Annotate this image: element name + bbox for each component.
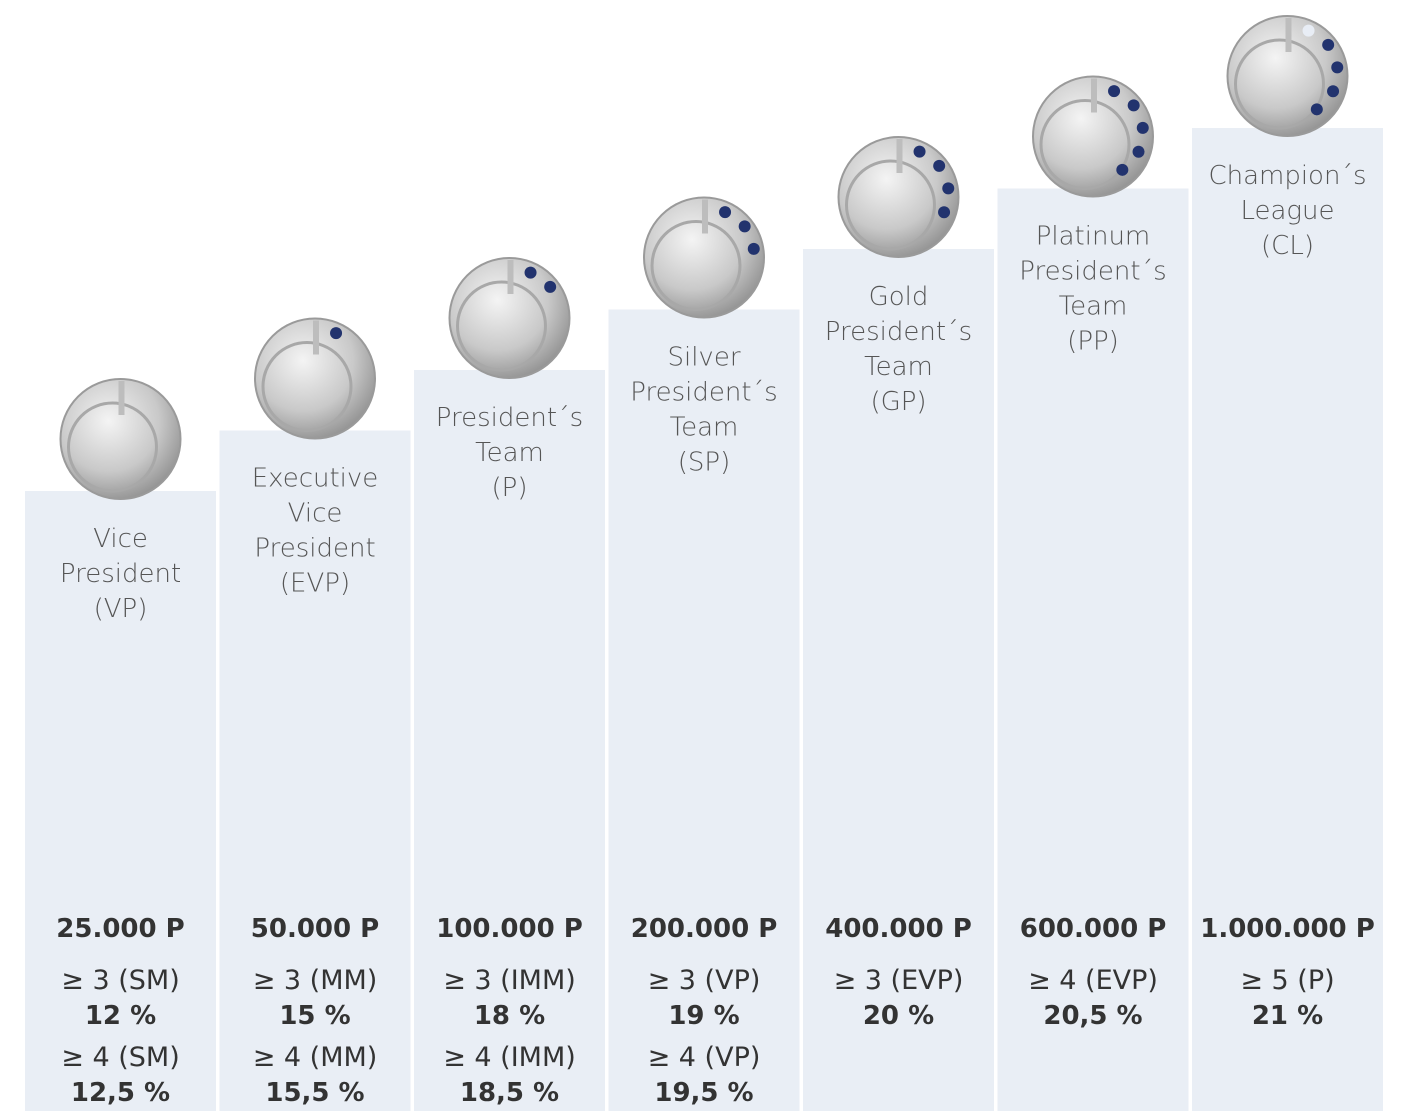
level-name: Champion´s (1208, 161, 1366, 191)
pin-stone (1133, 146, 1145, 158)
level-name: Team (670, 413, 739, 443)
requirement-percent: 15 % (279, 1001, 350, 1031)
level-name: (SP) (678, 448, 730, 478)
pin-stone (1303, 25, 1315, 37)
requirement-percent: 18 % (474, 1001, 545, 1031)
level-points: 1.000.000 P (1200, 914, 1375, 944)
level-points: 600.000 P (1020, 914, 1167, 944)
requirement-condition: ≥ 5 (P) (1240, 965, 1334, 996)
requirement-condition: ≥ 4 (IMM) (443, 1042, 576, 1073)
level-name: (VP) (94, 594, 148, 624)
level-name: Vice (288, 499, 343, 529)
pin-notch (1286, 18, 1292, 52)
pin-stone (739, 220, 751, 232)
level-name: President´s (1019, 257, 1166, 287)
level-name: Vice (93, 524, 148, 554)
level-name: Silver (667, 343, 740, 373)
pin-stone (914, 146, 926, 158)
requirement-percent: 15,5 % (265, 1078, 364, 1108)
requirement-condition: ≥ 3 (SM) (61, 965, 179, 996)
pin-stone (933, 160, 945, 172)
requirement-percent: 12,5 % (71, 1078, 170, 1108)
level-name: Platinum (1036, 222, 1151, 252)
level-name: Team (1059, 292, 1128, 322)
pin-stone (330, 327, 342, 339)
pin-stone (525, 267, 537, 279)
requirement-condition: ≥ 3 (MM) (253, 965, 378, 996)
level-name: Gold (869, 282, 929, 312)
pin-stone (1331, 61, 1343, 73)
level-name: Team (864, 352, 933, 382)
level-name: President´s (825, 317, 972, 347)
requirement-condition: ≥ 3 (VP) (648, 965, 761, 996)
level-name: President´s (630, 378, 777, 408)
level-name: (EVP) (280, 569, 350, 599)
pin-stone (719, 206, 731, 218)
requirement-percent: 21 % (1252, 1001, 1323, 1031)
level-name: League (1240, 196, 1334, 226)
career-levels: Vice President (VP) 25.000 P ≥ 3 (SM) 12 % ≥ 4… (0, 0, 1401, 1111)
level-name: (GP) (870, 387, 926, 417)
level-points: 200.000 P (631, 914, 778, 944)
requirement-percent: 20 % (863, 1001, 934, 1031)
requirement-percent: 20,5 % (1043, 1001, 1142, 1031)
level-name: President´s (436, 403, 583, 433)
pin-notch (702, 200, 708, 234)
pin-notch (1091, 79, 1097, 113)
pin-stone (1322, 39, 1334, 51)
requirement-percent: 19 % (668, 1001, 739, 1031)
requirement-condition: ≥ 4 (SM) (61, 1042, 179, 1073)
level-column (1192, 128, 1383, 1111)
level-points: 400.000 P (825, 914, 972, 944)
level-name: (CL) (1261, 231, 1314, 261)
requirement-condition: ≥ 4 (EVP) (1028, 965, 1158, 996)
pin-stone (938, 206, 950, 218)
pin-notch (119, 381, 125, 415)
pin-stone (1108, 85, 1120, 97)
requirement-condition: ≥ 4 (MM) (253, 1042, 378, 1073)
pin-notch (313, 321, 319, 355)
level-name: Team (475, 438, 544, 468)
requirement-percent: 12 % (85, 1001, 156, 1031)
level-name: President (254, 534, 375, 564)
pin-stone (1128, 99, 1140, 111)
pin-stone (544, 281, 556, 293)
requirement-condition: ≥ 3 (IMM) (443, 965, 576, 996)
pin-stone (748, 243, 760, 255)
pin-stone (1137, 122, 1149, 134)
level-name: (P) (492, 473, 528, 503)
level-name: Executive (252, 464, 379, 494)
requirement-condition: ≥ 4 (VP) (648, 1042, 761, 1073)
pin-stone (1116, 164, 1128, 176)
pin-stone (1327, 85, 1339, 97)
pin-notch (897, 139, 903, 173)
level-points: 50.000 P (251, 914, 379, 944)
pin-stone (1311, 103, 1323, 115)
requirement-percent: 18,5 % (460, 1078, 559, 1108)
level-points: 25.000 P (56, 914, 184, 944)
level-name: President (60, 559, 181, 589)
pin-stone (942, 182, 954, 194)
requirement-percent: 19,5 % (654, 1078, 753, 1108)
level-name: (PP) (1067, 327, 1119, 357)
requirement-condition: ≥ 3 (EVP) (834, 965, 964, 996)
pin-notch (508, 260, 514, 294)
level-points: 100.000 P (436, 914, 583, 944)
